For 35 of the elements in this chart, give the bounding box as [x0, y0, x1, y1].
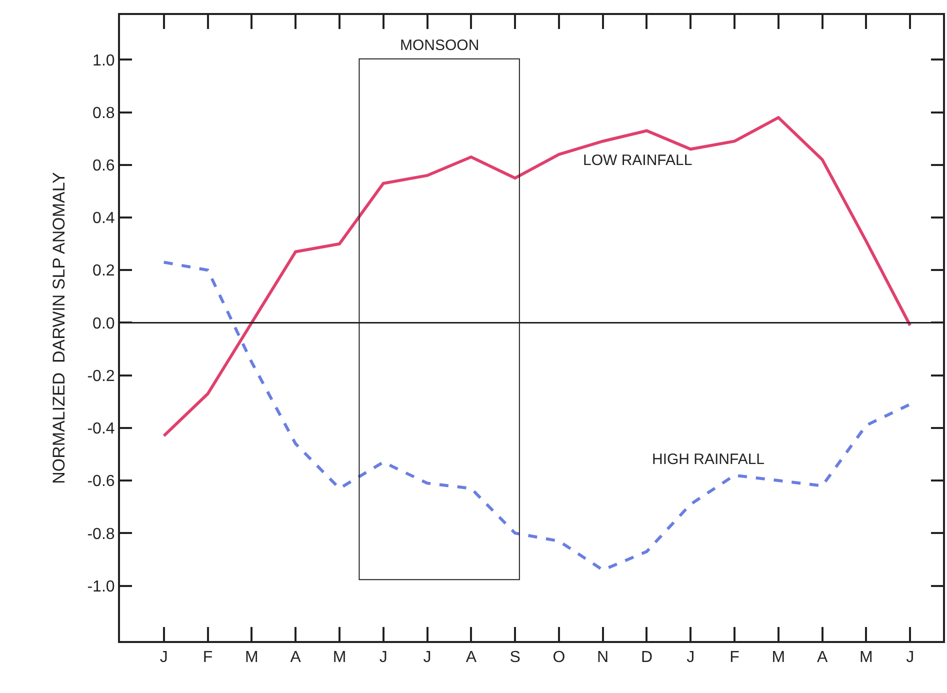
x-tick-label: J — [423, 649, 432, 666]
y-tick-label: -1.0 — [87, 578, 115, 596]
x-tick-label: A — [290, 649, 302, 666]
x-tick-label: F — [202, 649, 213, 666]
y-tick-label: 0.0 — [92, 315, 115, 332]
y-tick-label: -0.4 — [87, 420, 115, 438]
annotation: MONSOON — [400, 37, 480, 54]
x-tick-label: J — [906, 649, 914, 666]
y-tick-label: -0.8 — [87, 526, 115, 543]
x-tick-label: D — [640, 649, 652, 666]
x-tick-label: M — [332, 649, 346, 666]
x-tick-label: M — [772, 649, 786, 666]
y-tick-label: 0.4 — [92, 210, 115, 228]
y-tick-label: -0.6 — [87, 473, 115, 490]
x-tick-label: S — [510, 649, 520, 666]
y-tick-label: 0.6 — [92, 158, 115, 175]
x-tick-label: A — [816, 649, 828, 666]
line-series — [162, 116, 912, 438]
line-series — [162, 260, 912, 572]
x-tick-label: O — [552, 649, 566, 666]
x-tick-label: F — [730, 649, 740, 666]
x-tick-label: N — [597, 649, 609, 666]
x-tick-label: A — [466, 649, 477, 666]
y-tick-label: 1.0 — [92, 52, 115, 70]
y-axis-title: NORMALIZED DARWIN SLP ANOMALY — [49, 172, 68, 484]
x-tick-label: J — [686, 649, 695, 666]
series-label: HIGH RAINFALL — [652, 451, 765, 468]
y-tick-label: 0.8 — [92, 104, 115, 122]
x-tick-label: J — [379, 649, 388, 666]
x-tick-label: M — [245, 649, 258, 666]
x-tick-label: J — [160, 649, 168, 666]
y-tick-label: -0.2 — [87, 368, 115, 385]
x-tick-label: M — [860, 649, 873, 666]
y-tick-label: 0.2 — [92, 262, 115, 280]
series-label: LOW RAINFALL — [583, 152, 692, 169]
